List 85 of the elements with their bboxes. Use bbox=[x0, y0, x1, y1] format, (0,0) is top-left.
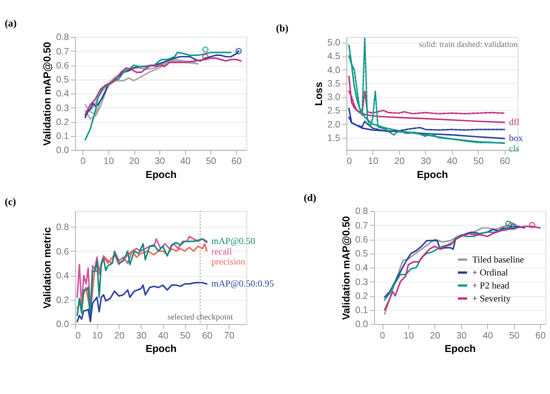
y-tick-label: 3.5 bbox=[327, 78, 340, 88]
y-tick-label: 4.0 bbox=[327, 64, 340, 75]
y-tick-label: 3.0 bbox=[327, 92, 340, 102]
y-tick-label: 2.5 bbox=[327, 106, 340, 116]
x-tick-label: 40 bbox=[158, 330, 168, 340]
x-tick-label: 10 bbox=[368, 156, 378, 166]
x-tick-label: 60 bbox=[202, 330, 212, 340]
chart-title: (c) bbox=[4, 196, 16, 208]
series-label: dfl bbox=[509, 118, 520, 128]
y-tick-label: 0.6 bbox=[56, 246, 69, 256]
x-tick-label: 50 bbox=[509, 330, 520, 340]
y-tick-label: 0.4 bbox=[56, 270, 69, 281]
x-tick-label: 30 bbox=[420, 156, 431, 166]
y-tick-label: 0.2 bbox=[355, 290, 368, 301]
y-tick-label: 0.5 bbox=[56, 74, 69, 85]
y-tick-label: 0.5 bbox=[355, 248, 368, 259]
x-tick-label: 50 bbox=[180, 330, 190, 340]
y-tick-label: 0.8 bbox=[56, 32, 69, 42]
x-tick-label: 40 bbox=[447, 156, 458, 166]
series-label: recall bbox=[211, 247, 232, 258]
y-tick-label: 0.2 bbox=[56, 294, 69, 305]
y-tick-label: 0.0 bbox=[56, 319, 69, 330]
y-tick-label: 0.7 bbox=[355, 220, 368, 230]
series-label: precision bbox=[211, 258, 246, 268]
y-tick-label: 0.6 bbox=[355, 234, 368, 244]
annotation: solid: train dashed: validation bbox=[418, 40, 518, 50]
series-label: mAP@0.50:0.95 bbox=[211, 280, 274, 290]
x-tick-label: 10 bbox=[404, 330, 414, 340]
x-tick-label: 40 bbox=[482, 330, 494, 340]
x-axis-title: Epoch bbox=[416, 170, 448, 182]
legend-label: + Ordinal bbox=[472, 268, 508, 278]
y-axis-title: Loss bbox=[314, 82, 325, 106]
y-tick-label: 5.0 bbox=[327, 38, 340, 48]
y-tick-label: 0.3 bbox=[355, 276, 368, 287]
y-tick-label: 0.4 bbox=[56, 88, 69, 99]
series-label: box bbox=[509, 134, 524, 144]
x-tick-label: 60 bbox=[500, 156, 510, 166]
x-tick-label: 0 bbox=[380, 330, 386, 340]
y-tick-label: 0.1 bbox=[355, 305, 368, 316]
series-label: cls bbox=[509, 144, 520, 154]
x-tick-label: 50 bbox=[473, 156, 484, 166]
y-tick-label: 0.4 bbox=[355, 262, 368, 273]
series-label: mAP@0.50 bbox=[211, 237, 256, 248]
legend-label: + Severity bbox=[472, 294, 511, 304]
y-tick-label: 1.5 bbox=[327, 132, 340, 143]
y-axis-title: Validation mAP@0.50 bbox=[342, 216, 353, 320]
x-axis-title: Epoch bbox=[146, 344, 177, 356]
x-tick-label: 20 bbox=[430, 330, 440, 340]
x-tick-label: 0 bbox=[80, 156, 86, 166]
y-tick-label: 0.0 bbox=[56, 145, 69, 156]
y-tick-label: 0.1 bbox=[56, 131, 69, 142]
x-tick-label: 0 bbox=[346, 156, 352, 166]
y-tick-label: 0.3 bbox=[56, 102, 69, 113]
y-tick-label: 2.0 bbox=[327, 119, 340, 130]
legend-label: Tiled baseline bbox=[472, 255, 524, 266]
y-tick-label: 0.7 bbox=[56, 46, 69, 56]
x-axis-title: Epoch bbox=[146, 170, 177, 182]
x-tick-label: 10 bbox=[104, 156, 114, 166]
y-tick-label: 0.6 bbox=[56, 60, 69, 70]
x-tick-label: 20 bbox=[114, 330, 125, 340]
x-tick-label: 60 bbox=[231, 156, 242, 166]
ref-line-label: selected checkpoint bbox=[167, 312, 234, 322]
y-tick-label: 4.5 bbox=[327, 51, 340, 62]
chart-title: (b) bbox=[276, 23, 288, 34]
x-tick-label: 70 bbox=[224, 330, 234, 340]
x-tick-label: 40 bbox=[180, 156, 191, 166]
x-tick-label: 60 bbox=[535, 330, 546, 340]
y-tick-label: 0.8 bbox=[56, 222, 69, 232]
x-tick-label: 30 bbox=[456, 330, 467, 340]
x-tick-label: 0 bbox=[75, 330, 81, 340]
x-tick-label: 10 bbox=[92, 330, 103, 340]
x-tick-label: 30 bbox=[136, 330, 146, 340]
x-tick-label: 30 bbox=[154, 156, 165, 166]
y-tick-label: 0.2 bbox=[56, 116, 69, 127]
y-tick-label: 0.0 bbox=[355, 319, 368, 330]
x-tick-label: 20 bbox=[394, 156, 405, 166]
chart-title: (a) bbox=[4, 18, 17, 30]
y-axis-title: Validation mAP@0.50 bbox=[42, 42, 54, 146]
legend-label: + P2 head bbox=[472, 281, 510, 292]
x-axis-title: Epoch bbox=[444, 344, 476, 356]
x-tick-label: 20 bbox=[129, 156, 140, 166]
x-tick-label: 50 bbox=[206, 156, 216, 166]
y-tick-label: 0.8 bbox=[355, 206, 368, 216]
y-axis-title: Validation metric bbox=[42, 226, 54, 309]
chart-title: (d) bbox=[304, 192, 316, 204]
